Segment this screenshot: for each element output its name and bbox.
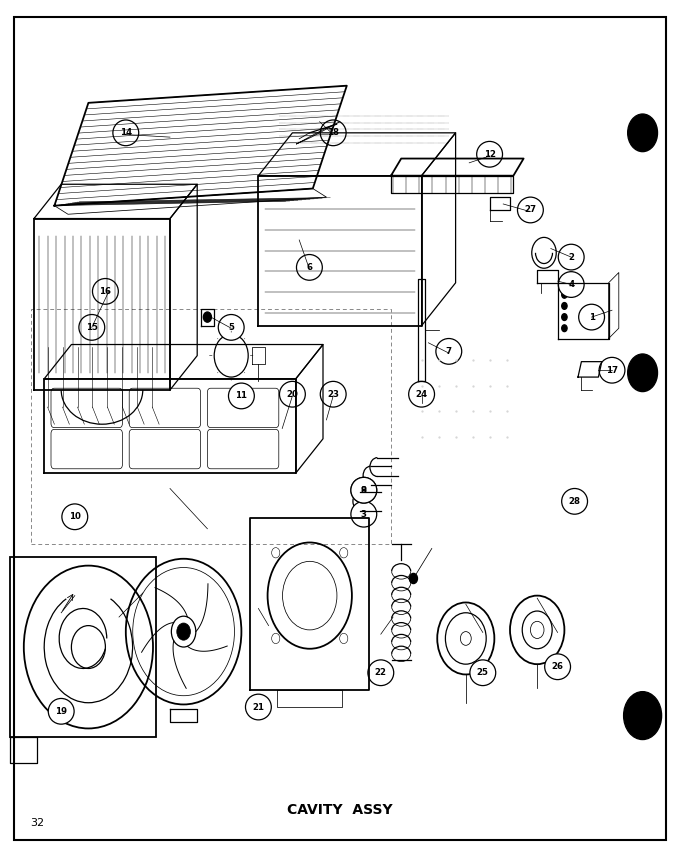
Circle shape: [628, 354, 658, 392]
Text: 1: 1: [589, 313, 594, 321]
Text: 7: 7: [445, 347, 452, 356]
Text: 28: 28: [568, 497, 581, 506]
Ellipse shape: [48, 698, 74, 724]
Text: 23: 23: [327, 390, 339, 399]
Circle shape: [530, 621, 544, 638]
Circle shape: [562, 291, 567, 298]
Ellipse shape: [470, 660, 496, 686]
Ellipse shape: [579, 304, 605, 330]
Text: 3: 3: [361, 510, 367, 518]
Text: 27: 27: [524, 206, 537, 214]
Ellipse shape: [562, 488, 588, 514]
Ellipse shape: [368, 660, 394, 686]
Ellipse shape: [320, 120, 346, 146]
Text: 6: 6: [307, 263, 312, 272]
Ellipse shape: [599, 357, 625, 383]
Ellipse shape: [279, 381, 305, 407]
Ellipse shape: [436, 339, 462, 364]
Text: 8: 8: [361, 486, 367, 494]
Text: 4: 4: [568, 280, 575, 289]
Text: 32: 32: [31, 818, 45, 828]
Text: 19: 19: [55, 707, 67, 716]
Circle shape: [409, 573, 418, 584]
Ellipse shape: [477, 141, 503, 167]
Text: 14: 14: [120, 129, 132, 137]
Text: 10: 10: [69, 512, 81, 521]
Circle shape: [177, 623, 190, 640]
Ellipse shape: [245, 694, 271, 720]
Ellipse shape: [558, 272, 584, 297]
Text: CAVITY  ASSY: CAVITY ASSY: [287, 803, 393, 817]
Ellipse shape: [79, 315, 105, 340]
Text: 5: 5: [228, 323, 234, 332]
Ellipse shape: [113, 120, 139, 146]
Text: 21: 21: [252, 703, 265, 711]
Circle shape: [562, 314, 567, 321]
Ellipse shape: [62, 504, 88, 530]
Ellipse shape: [409, 381, 435, 407]
Text: 18: 18: [327, 129, 339, 137]
Ellipse shape: [351, 477, 377, 503]
Text: 2: 2: [568, 253, 574, 261]
Text: 24: 24: [415, 390, 428, 399]
Text: 9: 9: [361, 486, 367, 494]
Ellipse shape: [92, 279, 118, 304]
Ellipse shape: [351, 477, 377, 503]
Text: 11: 11: [235, 392, 248, 400]
Ellipse shape: [320, 381, 346, 407]
Ellipse shape: [545, 654, 571, 680]
Text: 22: 22: [375, 668, 387, 677]
Ellipse shape: [517, 197, 543, 223]
Circle shape: [624, 692, 662, 740]
Bar: [10, 557, 156, 737]
Ellipse shape: [558, 244, 584, 270]
Text: 15: 15: [86, 323, 98, 332]
Text: 20: 20: [286, 390, 299, 399]
Text: 16: 16: [99, 287, 112, 296]
Ellipse shape: [296, 255, 322, 280]
Ellipse shape: [218, 315, 244, 340]
Text: 17: 17: [606, 366, 618, 375]
Bar: [31, 309, 391, 544]
Circle shape: [203, 312, 211, 322]
Text: 26: 26: [551, 662, 564, 671]
Ellipse shape: [351, 501, 377, 527]
Circle shape: [628, 114, 658, 152]
Text: 12: 12: [483, 150, 496, 159]
Circle shape: [562, 303, 567, 309]
Text: 25: 25: [477, 668, 489, 677]
Circle shape: [562, 325, 567, 332]
Ellipse shape: [228, 383, 254, 409]
